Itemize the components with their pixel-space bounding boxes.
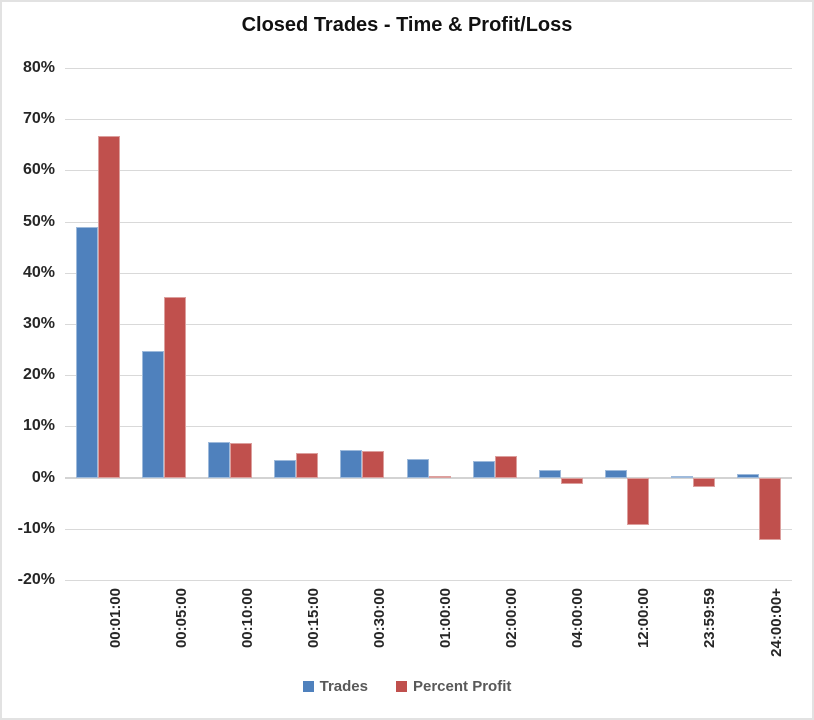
x-tick-label: 00:10:00 xyxy=(238,588,256,649)
gridline xyxy=(65,580,792,581)
bar-trades-00:01:00 xyxy=(76,226,99,478)
bar-percent-profit-24:00:00+ xyxy=(758,477,781,541)
bar-trades-04:00:00 xyxy=(538,469,561,478)
gridline xyxy=(65,119,792,121)
x-tick-label: 12:00:00 xyxy=(635,588,653,649)
chart-title: Closed Trades - Time & Profit/Loss xyxy=(241,14,573,36)
gridline xyxy=(65,426,792,428)
legend-item-trades: Trades xyxy=(302,678,368,695)
gridline xyxy=(65,170,792,172)
y-tick-label: 70% xyxy=(22,110,55,128)
bar-trades-01:00:00 xyxy=(406,459,429,478)
bar-percent-profit-00:15:00 xyxy=(296,452,319,478)
bar-trades-00:10:00 xyxy=(208,442,231,478)
y-tick-label: 0% xyxy=(31,468,55,486)
y-tick-label: 30% xyxy=(22,315,55,332)
legend: Trades Percent Profit xyxy=(0,678,814,695)
bar-percent-profit-04:00:00 xyxy=(560,477,583,484)
gridline xyxy=(65,324,792,325)
y-tick-label: 80% xyxy=(22,59,55,76)
x-tick-label: 00:05:00 xyxy=(172,588,190,649)
plot-area xyxy=(65,68,792,581)
y-tick-label: -10% xyxy=(17,519,55,537)
y-tick-label: 20% xyxy=(22,366,55,384)
bar-percent-profit-00:01:00 xyxy=(98,135,121,478)
x-tick-label: 01:00:00 xyxy=(437,588,454,649)
bar-percent-profit-00:30:00 xyxy=(362,450,385,478)
x-tick-label: 00:30:00 xyxy=(370,588,388,649)
bar-trades-23:59:59 xyxy=(670,476,693,479)
x-tick-label: 02:00:00 xyxy=(503,588,521,649)
bar-trades-12:00:00 xyxy=(604,470,627,478)
legend-item-percent-profit: Percent Profit xyxy=(396,678,511,695)
y-tick-label: 60% xyxy=(22,161,55,179)
zero-axis-line xyxy=(65,476,792,479)
gridline xyxy=(65,221,792,223)
bar-trades-00:05:00 xyxy=(142,351,165,478)
bar-trades-02:00:00 xyxy=(472,461,495,478)
gridline xyxy=(65,375,792,377)
legend-label-trades: Trades xyxy=(319,678,368,695)
bar-trades-24:00:00+ xyxy=(736,473,759,478)
trades-swatch-icon xyxy=(302,681,314,692)
bar-percent-profit-00:10:00 xyxy=(230,443,253,478)
x-tick-label: 00:01:00 xyxy=(106,588,124,649)
x-tick-label: 00:15:00 xyxy=(304,588,322,649)
percent-profit-swatch-icon xyxy=(396,681,407,692)
gridline xyxy=(65,272,792,274)
x-tick-label: 24:00:00+ xyxy=(767,588,785,657)
x-tick-label: 04:00:00 xyxy=(569,588,587,649)
bar-percent-profit-00:05:00 xyxy=(164,296,187,478)
gridline xyxy=(65,68,792,69)
y-tick-label: -20% xyxy=(17,571,55,588)
bar-percent-profit-01:00:00 xyxy=(428,475,451,478)
y-tick-label: 40% xyxy=(22,263,55,281)
bar-trades-00:15:00 xyxy=(274,460,297,478)
bar-percent-profit-02:00:00 xyxy=(494,455,517,478)
gridline xyxy=(65,528,792,530)
bar-percent-profit-12:00:00 xyxy=(626,477,649,526)
bar-trades-00:30:00 xyxy=(340,450,363,478)
y-tick-label: 10% xyxy=(22,417,55,435)
bar-percent-profit-23:59:59 xyxy=(692,477,715,487)
y-tick-label: 50% xyxy=(22,212,55,230)
legend-label-percent-profit: Percent Profit xyxy=(413,678,512,695)
x-tick-label: 23:59:59 xyxy=(701,588,719,649)
